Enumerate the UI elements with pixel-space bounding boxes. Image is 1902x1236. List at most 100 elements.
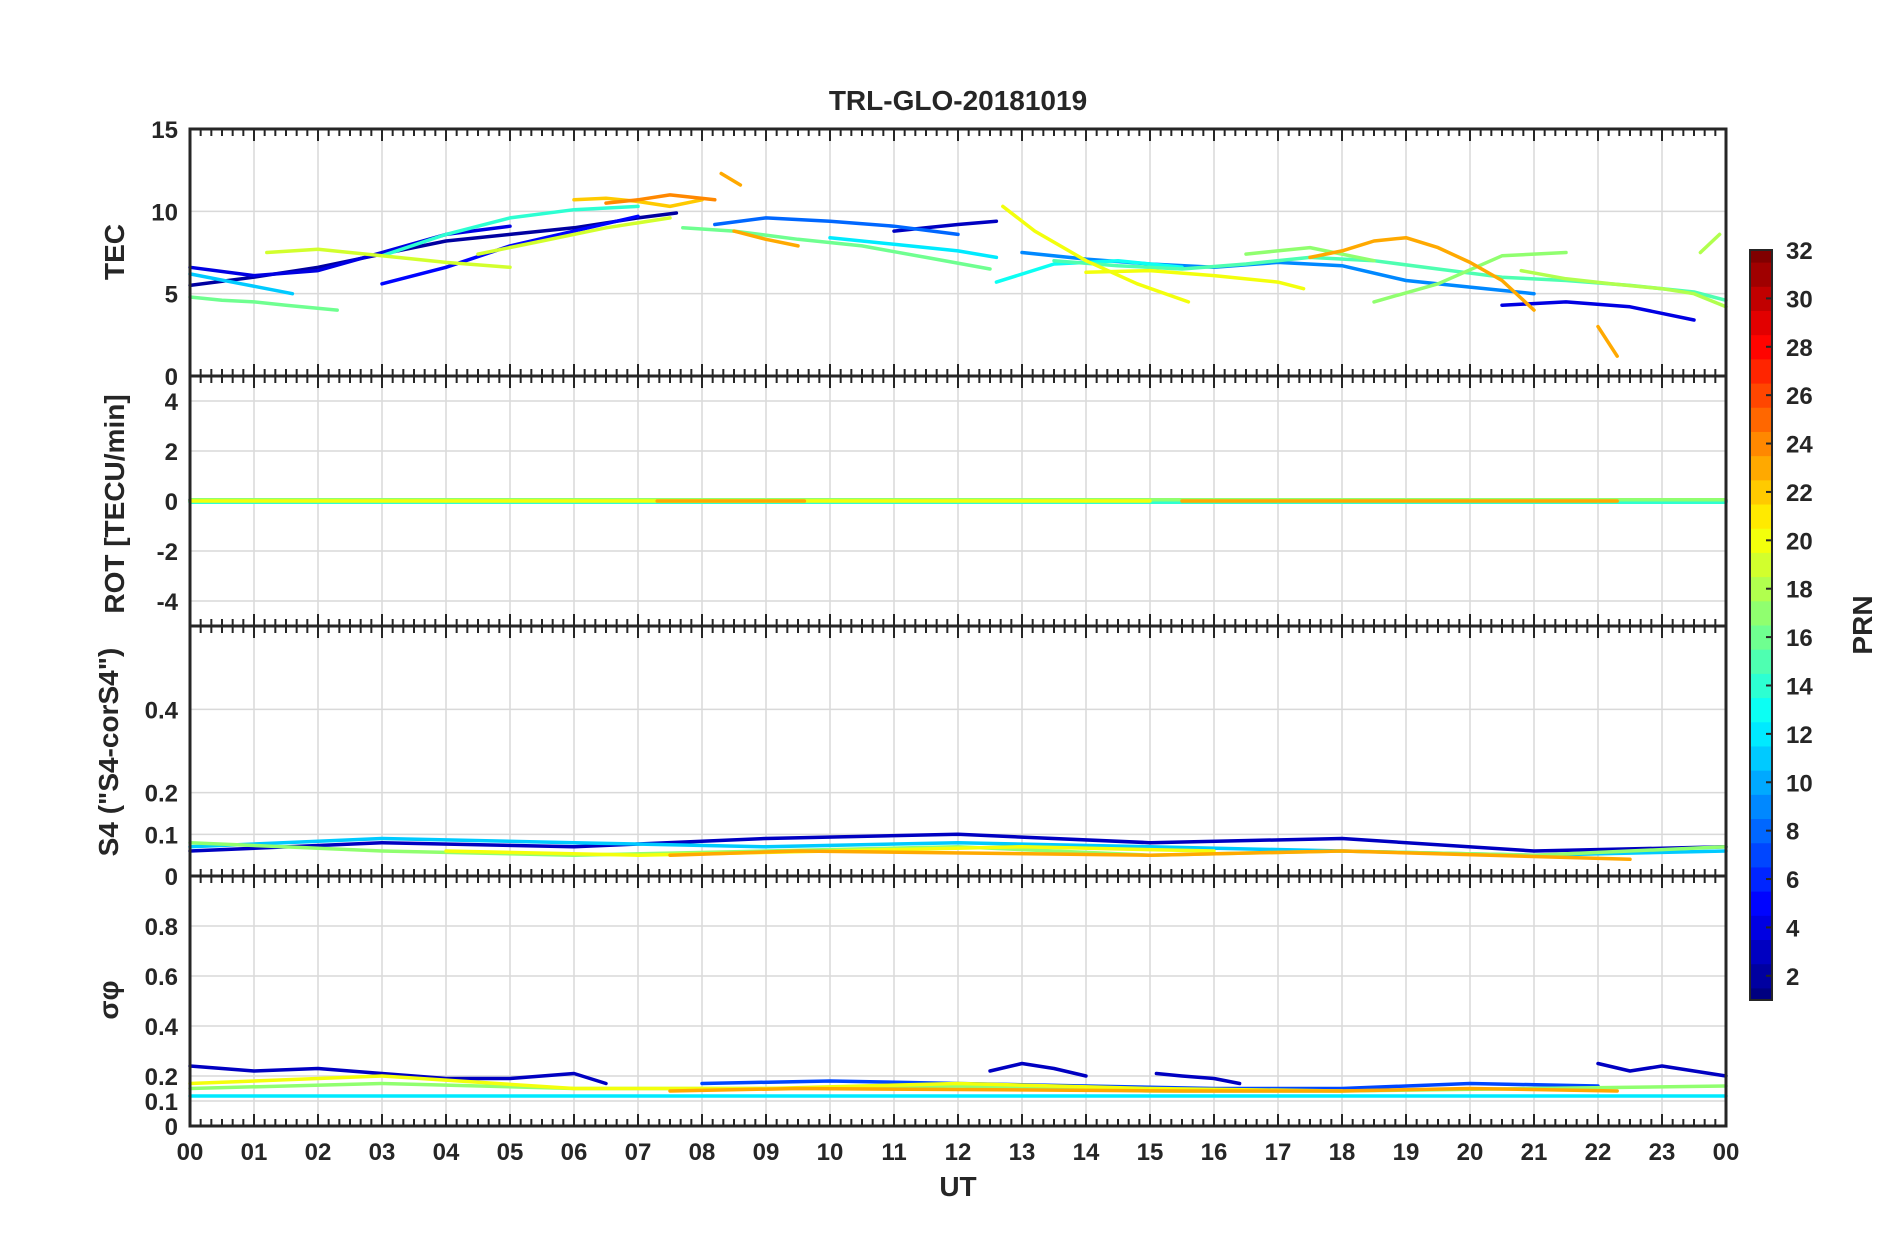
colorbar-tick-label: 12: [1786, 722, 1813, 749]
y-tick-label: 0: [165, 489, 178, 516]
x-tick-label: 12: [945, 1139, 972, 1166]
colorbar-tick-label: 24: [1786, 432, 1813, 459]
colorbar-segment: [1750, 939, 1772, 965]
x-tick-label: 02: [305, 1139, 332, 1166]
series-line-prn-23: [1596, 324, 1619, 358]
y-tick-label: 4: [165, 389, 179, 416]
y-axis-label: σφ: [93, 980, 124, 1019]
colorbar-segment: [1750, 963, 1772, 989]
panel-3: 0 0.1 0.2 0.4 S4 ("S4-corS4"): [93, 624, 1728, 891]
x-tick-label: 00: [177, 1139, 204, 1166]
series-line-prn-11: [188, 272, 295, 296]
y-tick-label: 2: [165, 439, 178, 466]
panel-frame: [188, 874, 1728, 1128]
chart-title: TRL-GLO-20181019: [829, 85, 1087, 116]
panel-4: 00.10.2 0.4 0.6 0.8 σφ: [93, 874, 1728, 1141]
colorbar-segment: [1750, 358, 1772, 384]
panel-1: 0 5 10 15 TEC: [99, 117, 1728, 391]
colorbar-segment: [1750, 383, 1772, 408]
series-line-prn-20: [1001, 204, 1191, 304]
colorbar-segment: [1750, 794, 1772, 820]
colorbar-segment: [1750, 286, 1772, 311]
x-tick-label: 22: [1585, 1139, 1612, 1166]
series-line-prn-17: [1372, 250, 1568, 304]
colorbar-segment: [1750, 891, 1772, 916]
y-tick-label: 0.1: [145, 822, 178, 849]
colorbar-segment: [1750, 697, 1772, 723]
y-tick-label: 0: [165, 864, 178, 891]
colorbar-frame: [1749, 249, 1773, 1001]
x-tick-label: 09: [753, 1139, 780, 1166]
colorbar-tick-label: 6: [1786, 867, 1799, 894]
colorbar-segment: [1750, 649, 1772, 674]
series-line-prn-14: [380, 204, 640, 258]
colorbar-segment: [1750, 262, 1772, 287]
y-tick-label: 0.4: [145, 1014, 179, 1041]
x-tick-label: 21: [1521, 1139, 1548, 1166]
colorbar-segment: [1750, 745, 1772, 771]
colorbar-segment: [1750, 407, 1772, 432]
x-tick-label: 10: [817, 1139, 844, 1166]
y-tick-label: -4: [157, 589, 179, 616]
x-tick-label: 23: [1649, 1139, 1676, 1166]
colorbar-segment: [1750, 528, 1772, 553]
colorbar-tick-label: 2: [1786, 964, 1799, 991]
colorbar-tick-label: 30: [1786, 286, 1813, 313]
x-tick-label: 18: [1329, 1139, 1356, 1166]
colorbar-segment: [1750, 915, 1772, 941]
colorbar-segment: [1750, 334, 1772, 360]
series-line-prn-23: [1308, 235, 1536, 312]
x-tick-label: 01: [241, 1139, 268, 1166]
y-tick-label: 0.1: [145, 1089, 178, 1116]
colorbar-tick-label: 10: [1786, 770, 1813, 797]
x-tick-label: 05: [497, 1139, 524, 1166]
colorbar-segment: [1750, 987, 1772, 1001]
series-line-prn-19: [265, 247, 512, 270]
colorbar-segment: [1750, 479, 1772, 505]
colorbar-segment: [1750, 250, 1772, 263]
x-tick-label: 15: [1137, 1139, 1164, 1166]
colorbar-tick-label: 16: [1786, 625, 1813, 652]
series-line-prn-3: [988, 1061, 1088, 1078]
y-tick-label: 0.6: [145, 964, 178, 991]
series-line-prn-17: [1244, 245, 1376, 263]
x-tick-label: 08: [689, 1139, 716, 1166]
colorbar-segment: [1750, 552, 1772, 578]
y-axis-label: ROT [TECU/min]: [99, 394, 130, 613]
colorbar-segment: [1750, 576, 1772, 602]
x-tick-label: 16: [1201, 1139, 1228, 1166]
x-tick-label: 03: [369, 1139, 396, 1166]
colorbar-segment: [1750, 818, 1772, 844]
x-tick-label: 14: [1073, 1139, 1100, 1166]
series-line-prn-3: [188, 832, 1728, 853]
colorbar-tick-label: 26: [1786, 383, 1813, 410]
series-line-prn-23: [668, 1086, 1619, 1093]
colorbar-tick-label: 18: [1786, 577, 1813, 604]
colorbar-tick-label: 20: [1786, 528, 1813, 555]
colorbar-segment: [1750, 866, 1772, 892]
series-line-prn-23: [668, 849, 1632, 862]
colorbar-segment: [1750, 455, 1772, 481]
colorbar-segment: [1750, 721, 1772, 747]
y-tick-label: 0: [165, 364, 178, 391]
colorbar-segment: [1750, 504, 1772, 529]
colorbar-label: PRN: [1847, 595, 1878, 654]
x-tick-label: 00: [1713, 1139, 1740, 1166]
x-tick-label: 20: [1457, 1139, 1484, 1166]
series-line-prn-23: [732, 229, 800, 248]
series-line-prn-8: [713, 216, 960, 237]
x-tick-label: 06: [561, 1139, 588, 1166]
panel-2: -4 -2 0 2 4 ROT [TECU/min]: [99, 374, 1728, 628]
colorbar-tick-label: 32: [1786, 238, 1813, 265]
colorbar-tick-label: 8: [1786, 819, 1799, 846]
series-line-prn-3: [1596, 1061, 1728, 1078]
y-tick-label: -2: [157, 539, 178, 566]
colorbar-segment: [1750, 310, 1772, 336]
series-line-prn-18: [1698, 232, 1722, 255]
x-tick-label: 13: [1009, 1139, 1036, 1166]
colorbar-segment: [1750, 625, 1772, 650]
series-line-prn-24: [604, 193, 717, 205]
x-tick-label: 19: [1393, 1139, 1420, 1166]
y-axis-label: S4 ("S4-corS4"): [93, 648, 124, 857]
